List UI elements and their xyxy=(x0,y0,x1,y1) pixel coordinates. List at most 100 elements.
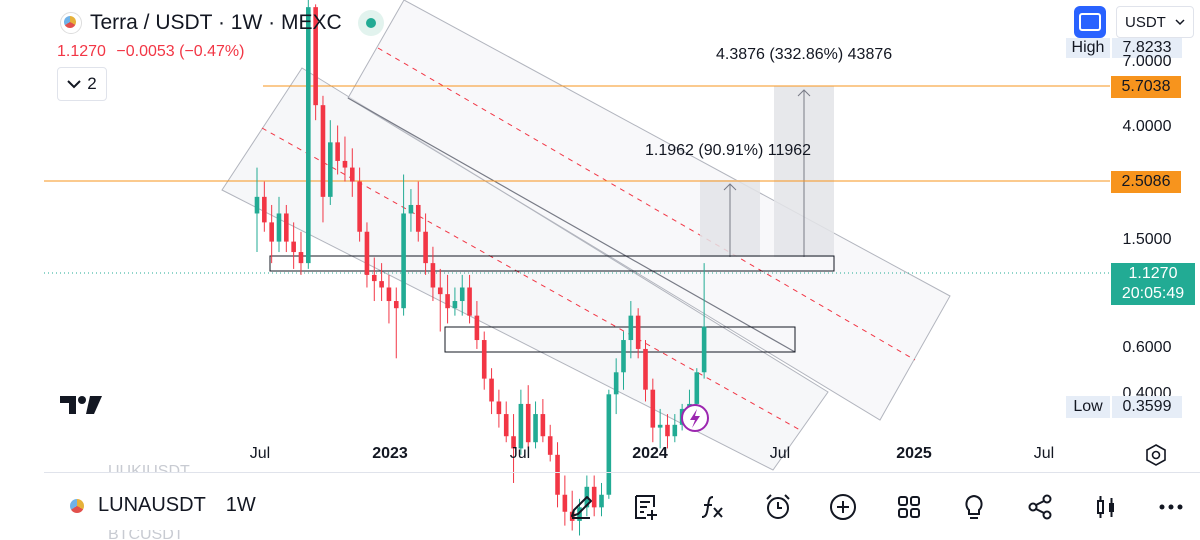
current-price-tag: 1.1270 20:05:49 xyxy=(1111,263,1195,305)
candle-body xyxy=(452,301,458,309)
price-axis-label: 0.6000 xyxy=(1122,339,1172,356)
candle-body xyxy=(284,213,289,242)
measure-arrowhead-big xyxy=(797,89,811,97)
alert-button[interactable] xyxy=(745,488,811,526)
share-button[interactable] xyxy=(1007,488,1073,526)
candle-body xyxy=(349,167,355,182)
indicator-collapse-button[interactable]: 2 xyxy=(57,67,107,101)
candle-body xyxy=(430,263,436,288)
candle-body xyxy=(701,326,707,373)
candle-body xyxy=(672,424,678,437)
candle-body xyxy=(371,274,377,282)
timeframe: 1W xyxy=(225,494,256,516)
lightning-bolt xyxy=(690,409,700,428)
symbol-header[interactable]: Terra / USDT · 1W · MEXC xyxy=(60,10,384,36)
candle-body xyxy=(276,213,282,242)
candle-body xyxy=(415,204,421,232)
candle-body xyxy=(408,204,414,214)
candle-body xyxy=(657,424,663,428)
high-value: 7.8233 xyxy=(1112,38,1182,58)
candle-body xyxy=(621,340,626,373)
terra-logo-icon xyxy=(66,495,88,517)
market-status-icon[interactable] xyxy=(357,10,384,36)
symbol-selector[interactable]: LUNAUSDT 1W xyxy=(66,494,256,517)
candle-body xyxy=(401,213,406,309)
notes-button[interactable] xyxy=(614,488,680,526)
indicators-button[interactable] xyxy=(679,488,745,526)
candle-body xyxy=(606,394,612,495)
chevron-down-icon xyxy=(1175,19,1185,26)
chevron-down-icon xyxy=(67,80,81,89)
candle-body xyxy=(291,241,296,253)
price-change: −0.0053 (−0.47%) xyxy=(116,43,245,60)
candle-body xyxy=(650,389,656,428)
candle-body xyxy=(496,401,502,415)
last-price: 1.1270 xyxy=(57,43,106,60)
candle-body xyxy=(613,372,619,395)
channel-band-lower[interactable] xyxy=(221,67,829,471)
candle-body xyxy=(313,7,318,106)
measure-label-big: 4.3876 (332.86%) 43876 xyxy=(716,46,893,63)
price-axis-label: 7.0000 xyxy=(1122,53,1172,70)
candle-body xyxy=(298,252,304,264)
note-add-icon xyxy=(635,495,658,520)
candle-body xyxy=(547,436,553,455)
fx-icon xyxy=(701,496,723,518)
candle-body xyxy=(306,7,311,264)
trendline[interactable] xyxy=(347,97,796,353)
candle-body xyxy=(335,142,340,161)
candle-body xyxy=(386,287,392,302)
chart-type-button[interactable] xyxy=(1073,488,1139,526)
bar-countdown: 20:05:49 xyxy=(1121,285,1185,302)
draw-button[interactable] xyxy=(548,488,614,526)
chart-settings-icon[interactable] xyxy=(1144,443,1168,467)
zone-upper[interactable] xyxy=(269,255,835,272)
channel-band-upper[interactable] xyxy=(347,0,951,421)
currency-select[interactable]: USDT xyxy=(1116,6,1194,38)
add-button[interactable] xyxy=(810,488,876,526)
tradingview-logo-icon[interactable] xyxy=(60,393,104,417)
time-axis-label: Jul xyxy=(769,445,791,462)
candle-body xyxy=(562,494,568,512)
ideas-button[interactable] xyxy=(942,488,1008,526)
level-tag-lower[interactable]: 2.5086 xyxy=(1111,171,1181,193)
plus-circle-icon xyxy=(830,494,857,520)
prev-symbol: UUKIUSDT xyxy=(108,463,190,472)
candle-body xyxy=(599,494,604,508)
divider xyxy=(44,472,1200,473)
currency-value: USDT xyxy=(1125,13,1166,31)
channel-midline-upper[interactable] xyxy=(377,47,916,361)
alarm-clock-icon xyxy=(765,494,790,519)
candle-body xyxy=(474,315,480,341)
zone-lower[interactable] xyxy=(444,326,796,353)
candle-body xyxy=(694,372,700,404)
time-axis-label: 2025 xyxy=(896,445,932,462)
measure-label-small: 1.1962 (90.91%) 11962 xyxy=(645,142,812,159)
candle-body xyxy=(503,414,509,437)
candle-body xyxy=(635,315,641,349)
level-tag-upper[interactable]: 5.7038 xyxy=(1111,76,1181,98)
pen-icon xyxy=(570,496,592,519)
price-axis-label: 0.4000 xyxy=(1122,385,1172,396)
candle-body xyxy=(555,454,560,495)
layout-toggle-button[interactable] xyxy=(1074,6,1106,38)
candle-body xyxy=(423,231,428,264)
candle-body xyxy=(269,222,274,242)
price-axis-label: 1.5000 xyxy=(1122,231,1172,248)
more-button[interactable] xyxy=(1138,488,1200,526)
candle-body xyxy=(591,486,597,508)
candle-body xyxy=(379,281,384,288)
candle-body xyxy=(342,160,348,168)
time-axis-label: Jul xyxy=(1033,445,1055,462)
symbol-name: LUNAUSDT xyxy=(98,494,206,516)
current-price-value: 1.1270 xyxy=(1128,265,1178,282)
candle-body xyxy=(328,142,333,197)
more-dots-icon xyxy=(1159,504,1183,510)
layouts-button[interactable] xyxy=(876,488,942,526)
candle-body xyxy=(357,181,362,232)
candle-body xyxy=(393,301,399,309)
high-label: High xyxy=(1066,38,1110,58)
time-axis-label: Jul xyxy=(509,445,531,462)
candle-body xyxy=(489,378,494,402)
